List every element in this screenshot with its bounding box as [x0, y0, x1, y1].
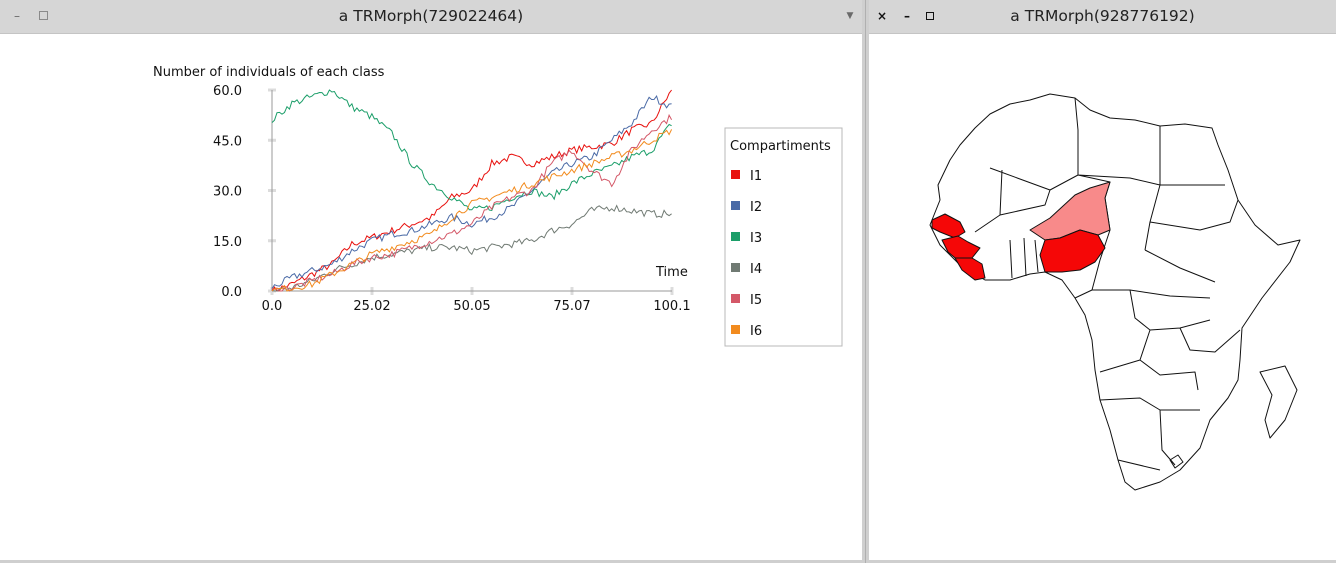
country-nigeria	[1039, 229, 1106, 273]
country-liberia	[954, 257, 986, 281]
legend-swatch-i4	[731, 263, 740, 272]
legend-label-i6: I6	[750, 324, 762, 339]
legend-box	[724, 127, 843, 347]
legend-items: I1 I2 I3 I4 I5 I6	[731, 169, 762, 339]
plot-area	[271, 89, 673, 292]
minimize-icon[interactable]: –	[904, 9, 910, 23]
map-window-titlebar[interactable]: × – a TRMorph(928776192)	[869, 0, 1336, 34]
minimize-icon[interactable]: –	[14, 9, 20, 23]
chart-window-title: a TRMorph(729022464)	[338, 7, 524, 25]
legend-label-i5: I5	[750, 293, 762, 308]
series-line-i5	[271, 113, 673, 292]
x-tick-label: 25.02	[353, 299, 390, 314]
chart-window: – a TRMorph(729022464) ▼ Number of indiv…	[0, 0, 862, 560]
africa-map	[929, 93, 1301, 491]
chart-window-titlebar[interactable]: – a TRMorph(729022464) ▼	[0, 0, 862, 34]
legend-label-i4: I4	[750, 262, 762, 277]
legend-swatch-i1	[731, 170, 740, 179]
legend-title: Compartiments	[730, 139, 831, 154]
series-line-i1	[271, 89, 672, 292]
legend-label-i3: I3	[750, 231, 762, 246]
maximize-icon[interactable]	[923, 9, 937, 23]
window-divider-line	[865, 0, 866, 563]
legend: Compartiments I1 I2 I3 I4 I5 I6	[724, 127, 843, 347]
y-axis: 0.0 15.0 30.0 45.0 60.0	[213, 84, 276, 300]
legend-swatch-i2	[731, 201, 740, 210]
y-tick-label: 30.0	[213, 185, 242, 200]
legend-swatch-i3	[731, 232, 740, 241]
country-borders	[974, 97, 1298, 471]
series-line-i6	[271, 129, 673, 292]
legend-swatch-i5	[731, 294, 740, 303]
y-tick-label: 60.0	[213, 84, 242, 99]
country-niger	[1029, 181, 1111, 241]
x-tick-label: 50.05	[453, 299, 490, 314]
series-line-i3	[271, 89, 672, 212]
maximize-icon[interactable]	[36, 9, 50, 23]
y-tick-label: 0.0	[221, 285, 242, 300]
x-axis: 0.0 25.02 50.05 75.07 100.1	[262, 287, 691, 314]
series-line-i2	[271, 95, 672, 290]
chevron-down-icon[interactable]: ▼	[846, 11, 854, 21]
x-tick-label: 0.0	[262, 299, 283, 314]
africa-outline	[929, 93, 1301, 491]
legend-swatch-i6	[731, 325, 740, 334]
country-sierra-leone	[941, 235, 981, 263]
y-tick-label: 15.0	[213, 235, 242, 250]
line-chart: Number of individuals of each class 0.0 1…	[153, 65, 843, 347]
map-window-title: a TRMorph(928776192)	[1010, 7, 1195, 25]
series-line-i4	[271, 204, 672, 292]
legend-label-i1: I1	[750, 169, 762, 184]
x-axis-label: Time	[655, 265, 688, 280]
y-tick-label: 45.0	[213, 134, 242, 149]
x-tick-label: 75.07	[553, 299, 590, 314]
legend-label-i2: I2	[750, 200, 762, 215]
country-guinea	[931, 213, 966, 239]
close-icon[interactable]: ×	[876, 9, 888, 23]
chart-title: Number of individuals of each class	[153, 65, 385, 80]
map-window: × – a TRMorph(928776192)	[869, 0, 1336, 560]
x-tick-label: 100.1	[653, 299, 690, 314]
